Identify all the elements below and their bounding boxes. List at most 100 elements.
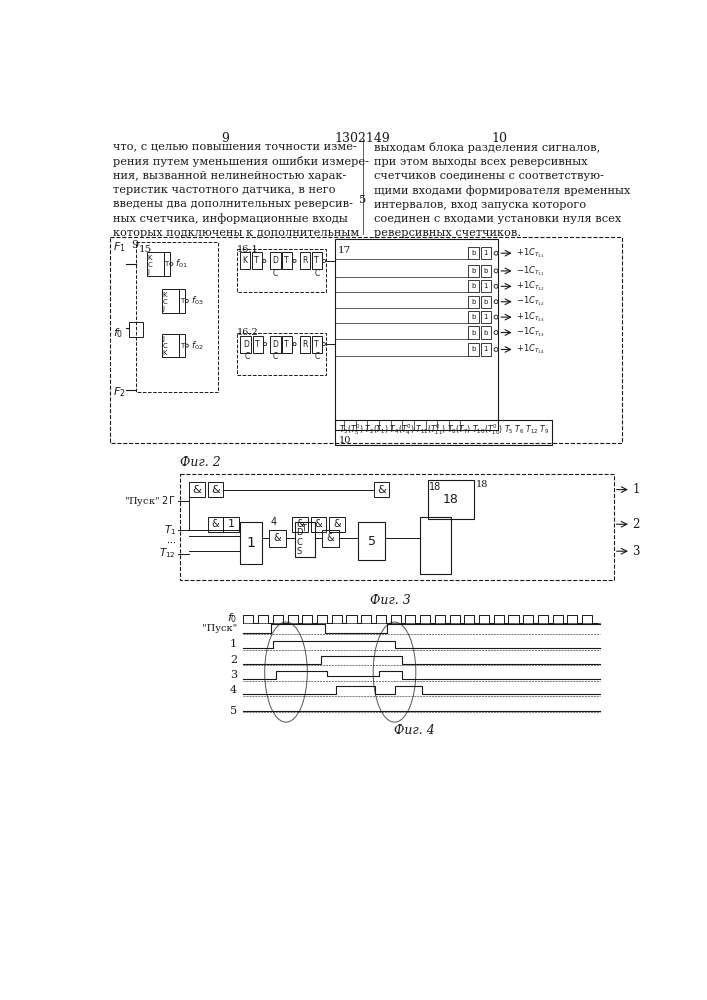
Text: 18: 18 bbox=[443, 493, 459, 506]
Text: &: & bbox=[377, 485, 386, 495]
Text: $f_{01}$: $f_{01}$ bbox=[175, 258, 188, 270]
Text: "Пуск" $2\Gamma$: "Пуск" $2\Gamma$ bbox=[124, 494, 176, 508]
Text: C: C bbox=[245, 352, 250, 361]
Text: T: T bbox=[255, 340, 259, 349]
Text: D: D bbox=[243, 340, 249, 349]
Text: 2: 2 bbox=[230, 655, 237, 665]
Text: J: J bbox=[163, 336, 165, 342]
Text: C: C bbox=[272, 269, 278, 278]
Text: 18: 18 bbox=[476, 480, 489, 489]
Text: 5: 5 bbox=[359, 195, 366, 205]
Text: +$1C_{T_{14}}$: +$1C_{T_{14}}$ bbox=[516, 343, 545, 356]
Text: &: & bbox=[211, 485, 220, 495]
Text: Фиг. 3: Фиг. 3 bbox=[370, 594, 411, 607]
Text: K: K bbox=[243, 256, 247, 265]
Text: 1: 1 bbox=[228, 519, 235, 529]
Text: 1: 1 bbox=[484, 250, 489, 256]
Text: &: & bbox=[192, 485, 201, 495]
Text: R: R bbox=[302, 340, 308, 349]
Text: 17: 17 bbox=[338, 246, 351, 255]
Text: 3: 3 bbox=[230, 670, 237, 680]
Text: T: T bbox=[180, 343, 184, 349]
Text: 1: 1 bbox=[484, 283, 489, 289]
Text: J: J bbox=[163, 306, 165, 312]
Text: $f_0$: $f_0$ bbox=[113, 326, 124, 340]
Text: D: D bbox=[272, 340, 278, 349]
Text: b: b bbox=[472, 268, 476, 274]
Text: D: D bbox=[272, 256, 278, 265]
Text: 10: 10 bbox=[491, 132, 508, 145]
Text: +$1C_{T_{13}}$: +$1C_{T_{13}}$ bbox=[516, 310, 545, 324]
Text: $f_{02}$: $f_{02}$ bbox=[191, 339, 203, 352]
Text: b: b bbox=[484, 268, 488, 274]
Text: S: S bbox=[296, 547, 301, 556]
Text: $T_{12}$: $T_{12}$ bbox=[159, 547, 176, 560]
Text: 4: 4 bbox=[230, 685, 237, 695]
Text: Фиг. 2: Фиг. 2 bbox=[180, 456, 221, 469]
Text: 9: 9 bbox=[131, 240, 138, 250]
Text: K: K bbox=[147, 255, 152, 261]
Text: $f_0$: $f_0$ bbox=[227, 611, 237, 625]
Text: 1: 1 bbox=[633, 483, 640, 496]
Text: b: b bbox=[484, 299, 488, 305]
Text: T: T bbox=[164, 261, 168, 267]
Text: D: D bbox=[296, 528, 303, 537]
Text: 3: 3 bbox=[633, 545, 640, 558]
Text: $f_{03}$: $f_{03}$ bbox=[191, 295, 204, 307]
Text: 16.2: 16.2 bbox=[237, 328, 259, 337]
Text: $\cdot$$\cdot$$\cdot$: $\cdot$$\cdot$$\cdot$ bbox=[165, 537, 176, 547]
Text: $T_5(T_5^0)\ T_2(T_1)\ T_4(T_4^0)\ T_{11}(T_{11}^0)\ T_8(T_7)\ T_{10}(T_{10}^0)\: $T_5(T_5^0)\ T_2(T_1)\ T_4(T_4^0)\ T_{11… bbox=[339, 422, 549, 437]
Text: T: T bbox=[314, 340, 319, 349]
Text: b: b bbox=[472, 346, 476, 352]
Text: +$1C_{T_{12}}$: +$1C_{T_{12}}$ bbox=[516, 280, 545, 293]
Text: &: & bbox=[274, 533, 281, 543]
Text: C: C bbox=[296, 538, 302, 547]
Text: что, с целью повышения точности изме-
рения путем уменьшения ошибки измере-
ния,: что, с целью повышения точности изме- ре… bbox=[113, 142, 369, 238]
Text: C: C bbox=[272, 352, 278, 361]
Text: &: & bbox=[315, 519, 322, 529]
Text: $-1C_{T_{11}}$: $-1C_{T_{11}}$ bbox=[516, 264, 545, 278]
Text: T: T bbox=[255, 256, 259, 265]
Text: b: b bbox=[472, 283, 476, 289]
Text: &: & bbox=[296, 519, 304, 529]
Text: T: T bbox=[180, 298, 184, 304]
Text: T: T bbox=[284, 340, 289, 349]
Text: b: b bbox=[472, 314, 476, 320]
Text: &: & bbox=[211, 519, 219, 529]
Text: выходам блока разделения сигналов,
при этом выходы всех реверсивных
счетчиков со: выходам блока разделения сигналов, при э… bbox=[373, 142, 630, 238]
Text: C: C bbox=[315, 352, 320, 361]
Text: &: & bbox=[333, 519, 341, 529]
Text: 18: 18 bbox=[429, 482, 442, 492]
Text: 1302149: 1302149 bbox=[334, 132, 390, 145]
Text: C: C bbox=[315, 269, 320, 278]
Text: $-1C_{T_{12}}$: $-1C_{T_{12}}$ bbox=[516, 295, 545, 308]
Text: b: b bbox=[484, 330, 488, 336]
Text: T: T bbox=[284, 256, 289, 265]
Text: $F_1$: $F_1$ bbox=[113, 240, 126, 254]
Text: b: b bbox=[472, 299, 476, 305]
Text: 9: 9 bbox=[221, 132, 229, 145]
Text: &: & bbox=[327, 533, 334, 543]
Text: b: b bbox=[472, 330, 476, 336]
Text: 16.1: 16.1 bbox=[237, 245, 259, 254]
Text: 10: 10 bbox=[339, 436, 351, 445]
Text: 2: 2 bbox=[633, 518, 640, 531]
Text: Фиг. 4: Фиг. 4 bbox=[394, 724, 434, 737]
Text: $-1C_{T_{13}}$: $-1C_{T_{13}}$ bbox=[516, 326, 545, 339]
Text: 1: 1 bbox=[484, 314, 489, 320]
Text: T: T bbox=[314, 256, 319, 265]
Text: "Пуск": "Пуск" bbox=[202, 624, 237, 633]
Text: 1: 1 bbox=[484, 346, 489, 352]
Text: +$1C_{T_{11}}$: +$1C_{T_{11}}$ bbox=[516, 246, 545, 260]
Text: R: R bbox=[302, 256, 308, 265]
Text: J: J bbox=[147, 269, 149, 275]
Text: 4: 4 bbox=[271, 517, 276, 527]
Text: K: K bbox=[163, 350, 168, 356]
Text: C: C bbox=[163, 343, 168, 349]
Text: K: K bbox=[163, 292, 168, 298]
Text: $T_1$: $T_1$ bbox=[163, 523, 176, 537]
Text: 5: 5 bbox=[368, 535, 375, 548]
Text: T: T bbox=[303, 524, 307, 533]
Text: 15: 15 bbox=[139, 245, 152, 254]
Text: 1: 1 bbox=[230, 639, 237, 649]
